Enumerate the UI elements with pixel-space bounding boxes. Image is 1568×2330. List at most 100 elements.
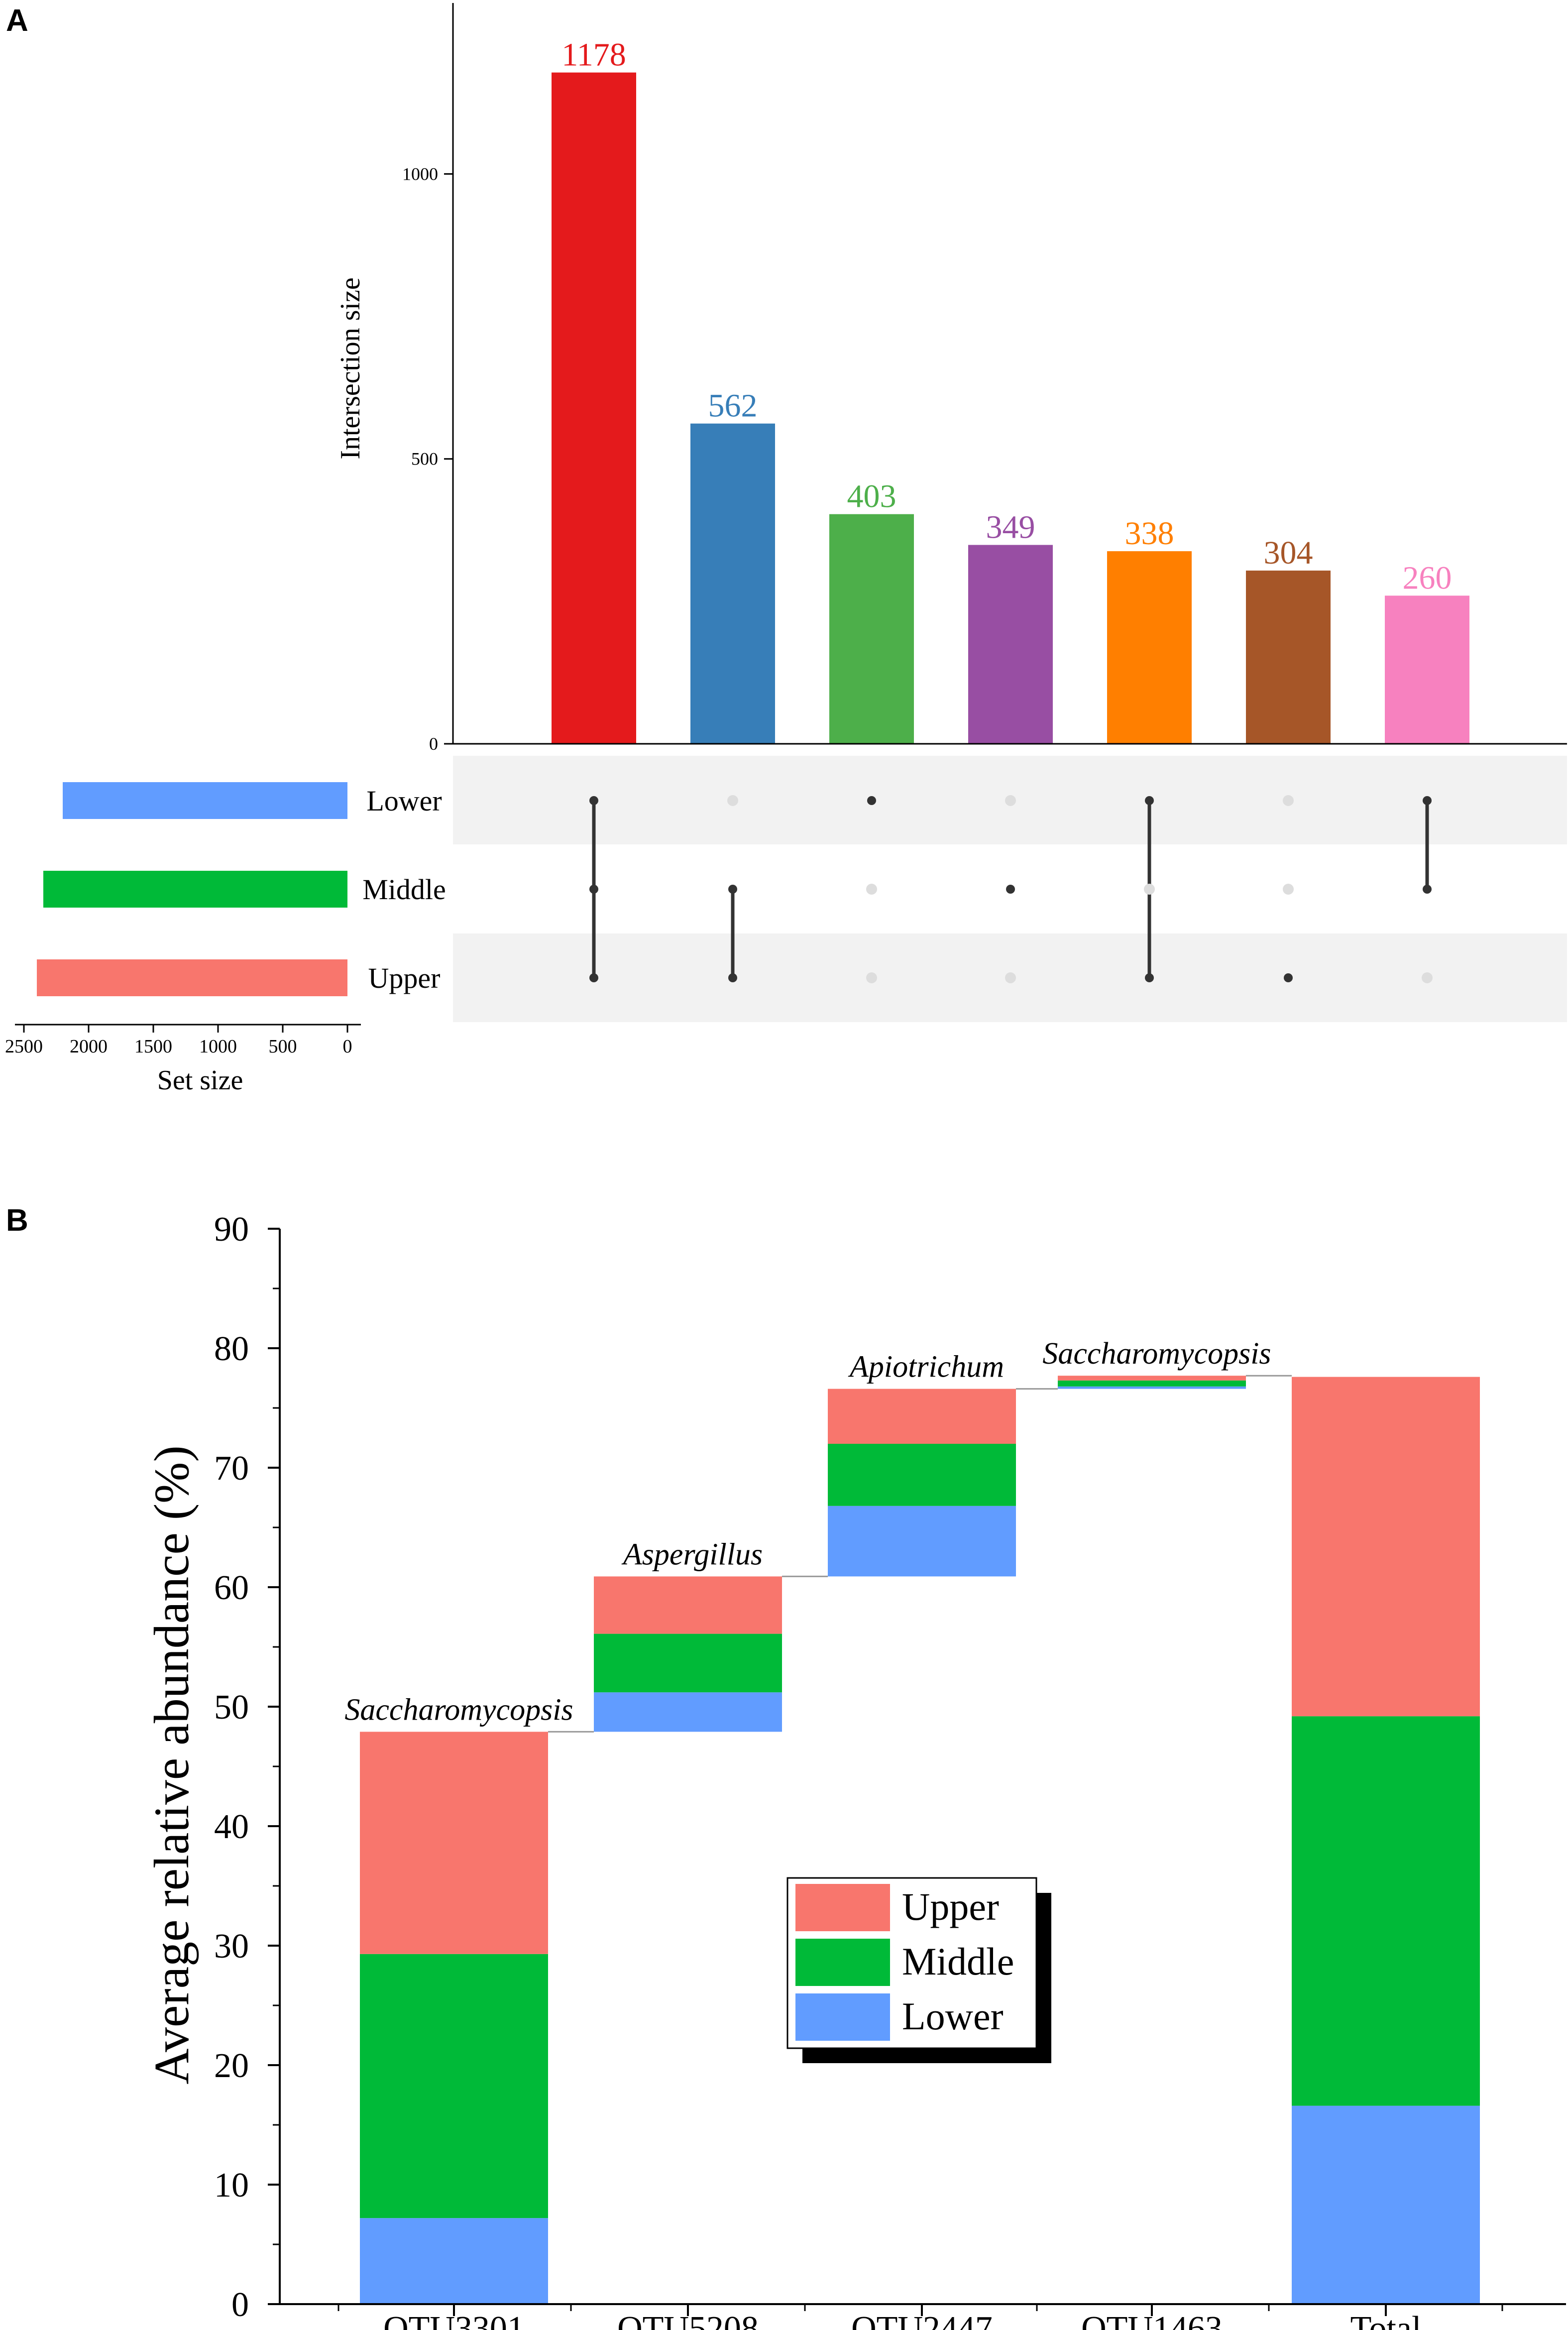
abundance-segment-lower [360,2218,548,2304]
membership-dot-active [728,973,737,982]
intersection-value-label: 260 [1403,560,1452,596]
intersection-value-label: 1178 [561,37,626,73]
membership-dot-active [1006,885,1015,894]
abundance-y-tick-label: 80 [214,1330,249,1368]
intersection-value-label: 562 [708,388,758,424]
membership-dot-active [1284,973,1293,982]
set-size-tick-label: 0 [343,1036,352,1057]
membership-dot-active [728,885,737,894]
intersection-y-tick-label: 1000 [402,164,438,184]
abundance-segment-lower [1058,1386,1246,1389]
intersection-value-label: 403 [847,478,896,515]
membership-dot-active [1145,796,1154,805]
membership-dot-inactive [866,972,877,983]
otu-category-label: OTU3301 [383,2310,525,2330]
waterfall-axes: Average relative abundance (%) 0 10 20 30 40… [144,1210,1566,2330]
abundance-segment-upper [360,1732,548,1954]
set-size-label: Set size [157,1065,243,1096]
set-size-bar [43,871,347,908]
membership-dot-active [1145,973,1154,982]
intersection-value-label: 338 [1125,515,1174,552]
intersection-y-tick-label: 0 [429,734,438,754]
set-size-tick-label: 1500 [134,1036,172,1057]
intersection-bar [968,545,1053,744]
set-size-bars: Set size Lower Middle Upper 2500 2000 1500 100… [5,782,446,1096]
set-size-tick-label: 2000 [70,1036,108,1057]
abundance-y-tick-label: 40 [214,1808,249,1846]
abundance-y-tick-label: 10 [214,2166,249,2205]
set-name-label: Upper [368,962,441,994]
genus-annotation: Apiotrichum [848,1350,1004,1384]
waterfall-bars: Saccharomycopsis Aspergillus Apiotrichum Sa… [344,1337,1480,2304]
otu-category-label: OTU1463 [1081,2310,1223,2330]
abundance-y-tick-label: 0 [231,2286,249,2324]
membership-dot-inactive [1005,972,1016,983]
legend-label: Upper [902,1885,999,1928]
set-size-bar [63,782,347,819]
upset-intersection-bars: 1178 562 403 349 338 304 260 [552,37,1469,744]
abundance-segment-lower [1292,2105,1480,2304]
intersection-value-label: 349 [986,509,1035,546]
abundance-y-axis-label: Average relative abundance (%) [144,1445,199,2085]
membership-dot-inactive [1283,884,1294,895]
abundance-y-tick-label: 50 [214,1688,249,1727]
abundance-segment-middle [1058,1380,1246,1387]
membership-dot-active [589,973,598,982]
set-size-tick-label: 2500 [5,1036,43,1057]
intersection-size-label: Intersection size [335,277,366,459]
legend-swatch-middle [795,1939,890,1986]
membership-dot-inactive [1283,795,1294,806]
otu-category-label: OTU5208 [617,2310,759,2330]
abundance-segment-middle [1292,1716,1480,2106]
abundance-y-tick-label: 20 [214,2047,249,2085]
abundance-y-tick-label: 70 [214,1449,249,1488]
set-name-label: Lower [366,785,442,817]
panel-b-label: B [6,1203,28,1238]
intersection-bar [690,423,775,744]
intersection-bar [1385,595,1469,744]
intersection-value-label: 304 [1264,535,1313,571]
membership-dot-active [867,796,876,805]
genus-annotation: Aspergillus [621,1537,763,1571]
legend-label: Middle [902,1940,1014,1983]
abundance-segment-middle [594,1633,782,1693]
intersection-y-tick-label: 500 [411,449,438,469]
upset-membership-matrix [589,795,1433,983]
membership-dot-inactive [1005,795,1016,806]
membership-dot-inactive [1422,972,1433,983]
abundance-y-tick-label: 90 [214,1210,249,1249]
intersection-bar [829,514,914,744]
membership-dot-active [1423,796,1432,805]
intersection-bar [1246,571,1331,744]
abundance-segment-middle [828,1444,1016,1506]
legend-swatch-lower [795,1993,890,2041]
otu-category-label: Total [1350,2310,1422,2330]
abundance-segment-lower [594,1692,782,1732]
abundance-segment-lower [828,1506,1016,1577]
genus-annotation: Saccharomycopsis [1042,1337,1271,1371]
otu-category-label: OTU2447 [851,2310,993,2330]
legend-swatch-upper [795,1884,890,1931]
abundance-y-tick-label: 30 [214,1927,249,1966]
waterfall-legend: Upper Middle Lower [786,1877,1051,2063]
membership-dot-inactive [866,884,877,895]
abundance-segment-upper [1058,1376,1246,1381]
legend-label: Lower [902,1994,1004,2038]
abundance-y-tick-label: 60 [214,1569,249,1607]
abundance-segment-upper [828,1389,1016,1444]
abundance-segment-upper [594,1576,782,1634]
membership-dot-active [1423,885,1432,894]
intersection-bar [552,72,636,744]
abundance-segment-upper [1292,1377,1480,1717]
set-size-bar [37,959,347,996]
membership-dot-inactive [1144,884,1155,895]
set-size-tick-label: 1000 [199,1036,237,1057]
set-size-tick-label: 500 [269,1036,297,1057]
genus-annotation: Saccharomycopsis [344,1693,573,1727]
abundance-segment-middle [360,1954,548,2218]
intersection-bar [1107,551,1192,744]
set-name-label: Middle [362,873,446,906]
panel-a-label: A [6,3,28,38]
